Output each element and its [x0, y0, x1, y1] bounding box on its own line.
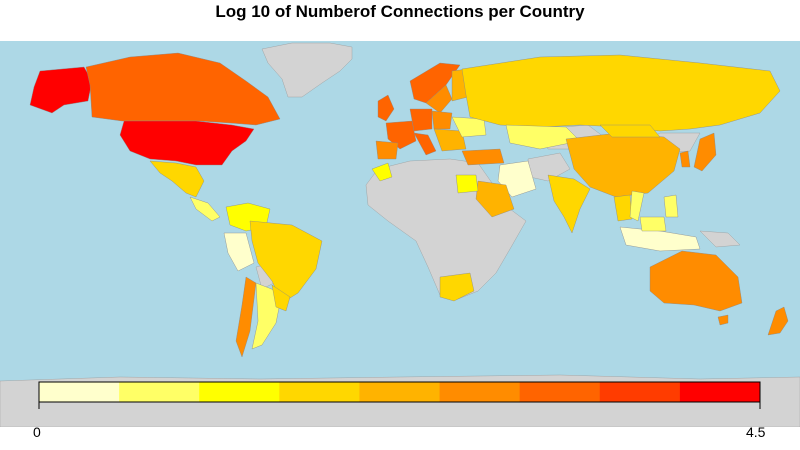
country-mongolia	[599, 124, 661, 138]
country-uk	[377, 94, 395, 122]
country-russia	[461, 54, 781, 132]
country-paraguay	[271, 284, 291, 312]
country-eastern-europe	[433, 128, 467, 152]
country-india	[547, 174, 591, 234]
legend-frame	[38, 381, 761, 403]
country-ukraine	[451, 116, 487, 138]
country-germany	[409, 108, 433, 132]
country-central-america	[189, 196, 221, 222]
legend-swatch	[279, 382, 360, 402]
country-italy	[413, 132, 437, 156]
country-canada	[85, 52, 281, 126]
country-png-nodata	[699, 230, 741, 248]
legend-swatch	[359, 382, 441, 402]
country-poland	[431, 110, 453, 130]
legend-max-label: 4.5	[746, 424, 766, 440]
legend	[38, 381, 761, 409]
country-iran	[497, 160, 537, 198]
country-mexico	[149, 160, 205, 198]
legend-swatch	[199, 382, 280, 402]
country-egypt	[455, 174, 479, 194]
country-kazakhstan	[505, 124, 581, 150]
legend-swatch	[519, 382, 601, 402]
country-vietnam	[629, 190, 645, 222]
countries	[29, 52, 789, 358]
country-brazil	[249, 220, 323, 304]
legend-swatch	[439, 382, 521, 402]
country-saudi-arabia	[475, 180, 515, 218]
country-thailand	[613, 194, 633, 222]
map-title: Log 10 of Numberof Connections per Count…	[215, 2, 585, 21]
country-philippines	[663, 194, 679, 218]
country-greenland	[261, 42, 353, 98]
country-tasmania	[717, 314, 729, 326]
country-malaysia	[639, 216, 667, 232]
legend-swatch	[679, 382, 761, 402]
country-peru	[223, 232, 255, 272]
country-south-africa	[439, 272, 475, 302]
world-map	[0, 41, 800, 427]
legend-swatch	[599, 382, 681, 402]
legend-swatch	[39, 382, 120, 402]
legend-swatch	[119, 382, 200, 402]
country-usa	[119, 120, 255, 166]
country-australia	[649, 250, 743, 312]
country-alaska	[29, 66, 93, 114]
country-new-zealand	[767, 306, 789, 336]
country-spain	[375, 140, 399, 160]
country-korea	[679, 150, 691, 168]
country-morocco	[371, 162, 393, 182]
country-france	[385, 120, 417, 150]
legend-min-label: 0	[33, 424, 41, 440]
country-japan	[693, 132, 717, 172]
country-turkey	[461, 148, 505, 166]
